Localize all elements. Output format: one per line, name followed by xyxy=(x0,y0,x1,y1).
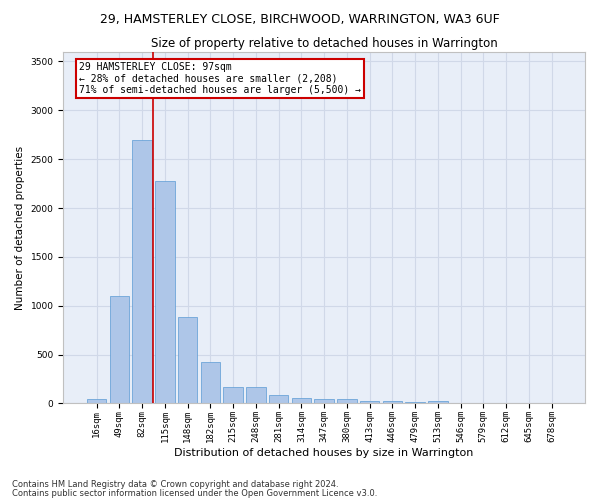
Y-axis label: Number of detached properties: Number of detached properties xyxy=(15,146,25,310)
Bar xyxy=(292,398,311,404)
Bar xyxy=(269,394,289,404)
Bar xyxy=(110,296,129,404)
Text: Contains public sector information licensed under the Open Government Licence v3: Contains public sector information licen… xyxy=(12,488,377,498)
X-axis label: Distribution of detached houses by size in Warrington: Distribution of detached houses by size … xyxy=(175,448,474,458)
Title: Size of property relative to detached houses in Warrington: Size of property relative to detached ho… xyxy=(151,38,497,51)
Text: 29 HAMSTERLEY CLOSE: 97sqm
← 28% of detached houses are smaller (2,208)
71% of s: 29 HAMSTERLEY CLOSE: 97sqm ← 28% of deta… xyxy=(79,62,361,96)
Bar xyxy=(428,402,448,404)
Bar xyxy=(314,398,334,404)
Bar xyxy=(178,318,197,404)
Text: 29, HAMSTERLEY CLOSE, BIRCHWOOD, WARRINGTON, WA3 6UF: 29, HAMSTERLEY CLOSE, BIRCHWOOD, WARRING… xyxy=(100,12,500,26)
Bar xyxy=(87,398,106,404)
Bar xyxy=(201,362,220,404)
Bar xyxy=(360,400,379,404)
Bar xyxy=(383,401,402,404)
Bar xyxy=(246,387,266,404)
Bar xyxy=(223,387,243,404)
Bar xyxy=(337,398,356,404)
Bar xyxy=(406,402,425,404)
Bar xyxy=(155,180,175,404)
Bar xyxy=(133,140,152,404)
Text: Contains HM Land Registry data © Crown copyright and database right 2024.: Contains HM Land Registry data © Crown c… xyxy=(12,480,338,489)
